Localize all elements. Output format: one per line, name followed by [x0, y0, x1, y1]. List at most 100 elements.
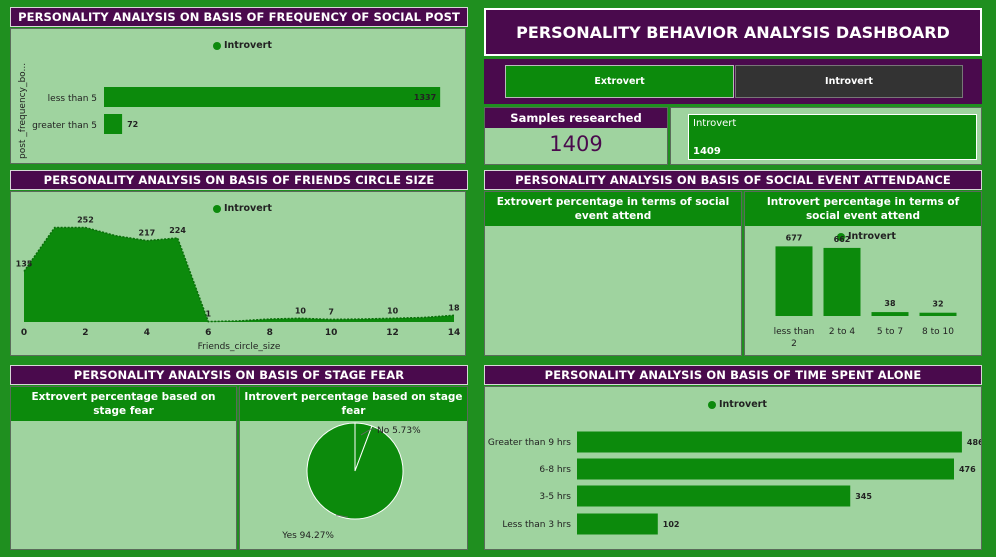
friends-legend[interactable]: Introvert [213, 203, 272, 214]
alone-chart-panel: Introvert Greater than 9 hrs 486 6-8 hrs 47… [484, 386, 982, 550]
alone-category-label: 3-5 hrs [539, 492, 571, 502]
introvert-card-label: Introvert [693, 118, 737, 129]
introvert-card[interactable]: Introvert 1409 [688, 114, 977, 160]
pie-label-yes: Yes 94.27% [281, 531, 334, 541]
stage-intro-subheader: Introvert percentage based on stage fear [240, 387, 467, 421]
alone-bar-value-label: 102 [663, 520, 680, 529]
friends-x-tick: 6 [205, 328, 211, 338]
dashboard-title: PERSONALITY BEHAVIOR ANALYSIS DASHBOARD [516, 22, 950, 42]
alone-category-label: Greater than 9 hrs [488, 438, 571, 448]
friends-data-label: 10 [387, 306, 399, 315]
event-bar-chart: 677 less than 2 662 2 to 4 38 5 to 7 32 8 to 10 [774, 233, 957, 349]
friends-x-tick: 8 [267, 328, 273, 338]
alone-category-label: 6-8 hrs [539, 465, 571, 475]
post-category-label: less than 5 [48, 94, 97, 104]
introvert-card-value: 1409 [693, 146, 721, 157]
event-category-label: 2 to 4 [829, 327, 855, 337]
pie-leader-no [360, 428, 375, 436]
friends-data-label: 252 [77, 216, 94, 225]
post-legend-label: Introvert [224, 40, 272, 51]
event-category-label: less than [774, 327, 815, 337]
event-bar-value-label: 677 [786, 233, 803, 242]
introvert-card-outer: Introvert 1409 [670, 107, 982, 165]
legend-dot-icon [708, 400, 716, 409]
event-bar-value-label: 32 [932, 300, 943, 309]
friends-data-label: 224 [169, 226, 186, 235]
friends-x-tick: 4 [144, 328, 150, 338]
friends-area-line [23, 226, 455, 323]
alone-panel-title: PERSONALITY ANALYSIS ON BASIS OF TIME SP… [484, 365, 982, 385]
post-y-axis-label: post _frequency_bo... [18, 63, 28, 159]
friends-x-axis-label: Friends_circle_size [198, 342, 281, 352]
event-intro-panel: Introvert percentage in terms of social … [744, 191, 982, 356]
friends-data-label: 7 [328, 307, 334, 316]
event-panel-title: PERSONALITY ANALYSIS ON BASIS OF SOCIAL … [484, 170, 982, 190]
event-legend-label: Introvert [848, 231, 896, 242]
friends-data-label: 135 [16, 259, 33, 268]
event-intro-subheader: Introvert percentage in terms of social … [745, 192, 981, 226]
post-bar [104, 114, 123, 134]
event-bar-value-label: 662 [834, 235, 851, 244]
alone-bar-chart: Greater than 9 hrs 486 6-8 hrs 476 3-5 hrs 34… [488, 431, 981, 535]
samples-value: 1409 [549, 132, 603, 156]
event-legend[interactable]: Introvert [837, 231, 896, 242]
event-bar [919, 312, 957, 316]
post-legend[interactable]: Introvert [213, 40, 272, 51]
friends-x-tick: 10 [325, 328, 338, 338]
friends-x-tick: 2 [82, 328, 88, 338]
post-bar-value-label: 72 [127, 120, 138, 129]
event-extro-panel: Extrovert percentage in terms of social … [484, 191, 742, 356]
event-bar [775, 246, 813, 316]
post-bar-chart: post _frequency_bo... less than 5 1337 grea… [18, 63, 441, 159]
friends-chart-panel: Introvert 135 252 217 224 1 10 7 10 18 0 2 4 6 8 10 12 1… [10, 191, 466, 356]
samples-label: Samples researched [485, 108, 667, 128]
alone-legend[interactable]: Introvert [708, 399, 767, 410]
alone-bar-value-label: 476 [959, 465, 976, 474]
friends-x-tick: 14 [448, 328, 461, 338]
event-category-label: 8 to 10 [922, 327, 954, 337]
friends-data-label: 217 [139, 229, 156, 238]
alone-bar-value-label: 345 [855, 492, 872, 501]
event-bar [871, 312, 909, 316]
event-bar [823, 247, 861, 316]
friends-panel-title: PERSONALITY ANALYSIS ON BASIS OF FRIENDS… [10, 170, 468, 190]
post-chart-panel: Introvert post _frequency_bo... less than… [10, 28, 466, 164]
friends-data-label: 1 [205, 310, 211, 319]
alone-category-label: Less than 3 hrs [502, 520, 571, 530]
slicer-extrovert-button[interactable]: Extrovert [505, 65, 734, 98]
personality-slicer: Extrovert Introvert [484, 59, 982, 104]
slicer-introvert-button[interactable]: Introvert [735, 65, 963, 98]
stage-extro-panel: Extrovert percentage based on stage fear [10, 386, 237, 550]
alone-bar [577, 485, 851, 507]
stage-panel-title: PERSONALITY ANALYSIS ON BASIS OF STAGE F… [10, 365, 468, 385]
event-category-label: 2 [791, 339, 797, 349]
legend-dot-icon [837, 232, 845, 241]
post-panel-title: PERSONALITY ANALYSIS ON BASIS OF FREQUEN… [10, 7, 468, 27]
pie-slice-yes [306, 422, 404, 520]
alone-bar [577, 431, 962, 453]
stage-intro-panel: Introvert percentage based on stage fear… [239, 386, 468, 550]
post-category-label: greater than 5 [32, 121, 97, 131]
post-bar-value-label: 1337 [414, 93, 436, 102]
alone-legend-label: Introvert [719, 399, 767, 410]
legend-dot-icon [213, 204, 221, 213]
friends-area-series [24, 227, 454, 322]
friends-data-label: 18 [448, 303, 460, 312]
friends-x-tick: 0 [21, 328, 27, 338]
pie-leader-yes [335, 514, 349, 518]
friends-data-label: 10 [295, 306, 307, 315]
friends-x-tick: 12 [386, 328, 399, 338]
alone-bar [577, 513, 658, 535]
event-extro-subheader: Extrovert percentage in terms of social … [485, 192, 741, 226]
samples-card: Samples researched 1409 [484, 107, 668, 165]
event-category-label: 5 to 7 [877, 327, 903, 337]
pie-label-no: No 5.73% [377, 426, 421, 436]
event-bar-value-label: 38 [884, 299, 896, 308]
alone-bar-value-label: 486 [967, 438, 981, 447]
stage-extro-subheader: Extrovert percentage based on stage fear [11, 387, 236, 421]
friends-area-chart: 135 252 217 224 1 10 7 10 18 0 2 4 6 8 10 12 14 Friends_c… [16, 216, 461, 353]
friends-legend-label: Introvert [224, 203, 272, 214]
dashboard-title-box: PERSONALITY BEHAVIOR ANALYSIS DASHBOARD [484, 8, 982, 56]
stage-pie-chart: No 5.73% Yes 94.27% [281, 422, 421, 541]
alone-bar [577, 458, 954, 480]
